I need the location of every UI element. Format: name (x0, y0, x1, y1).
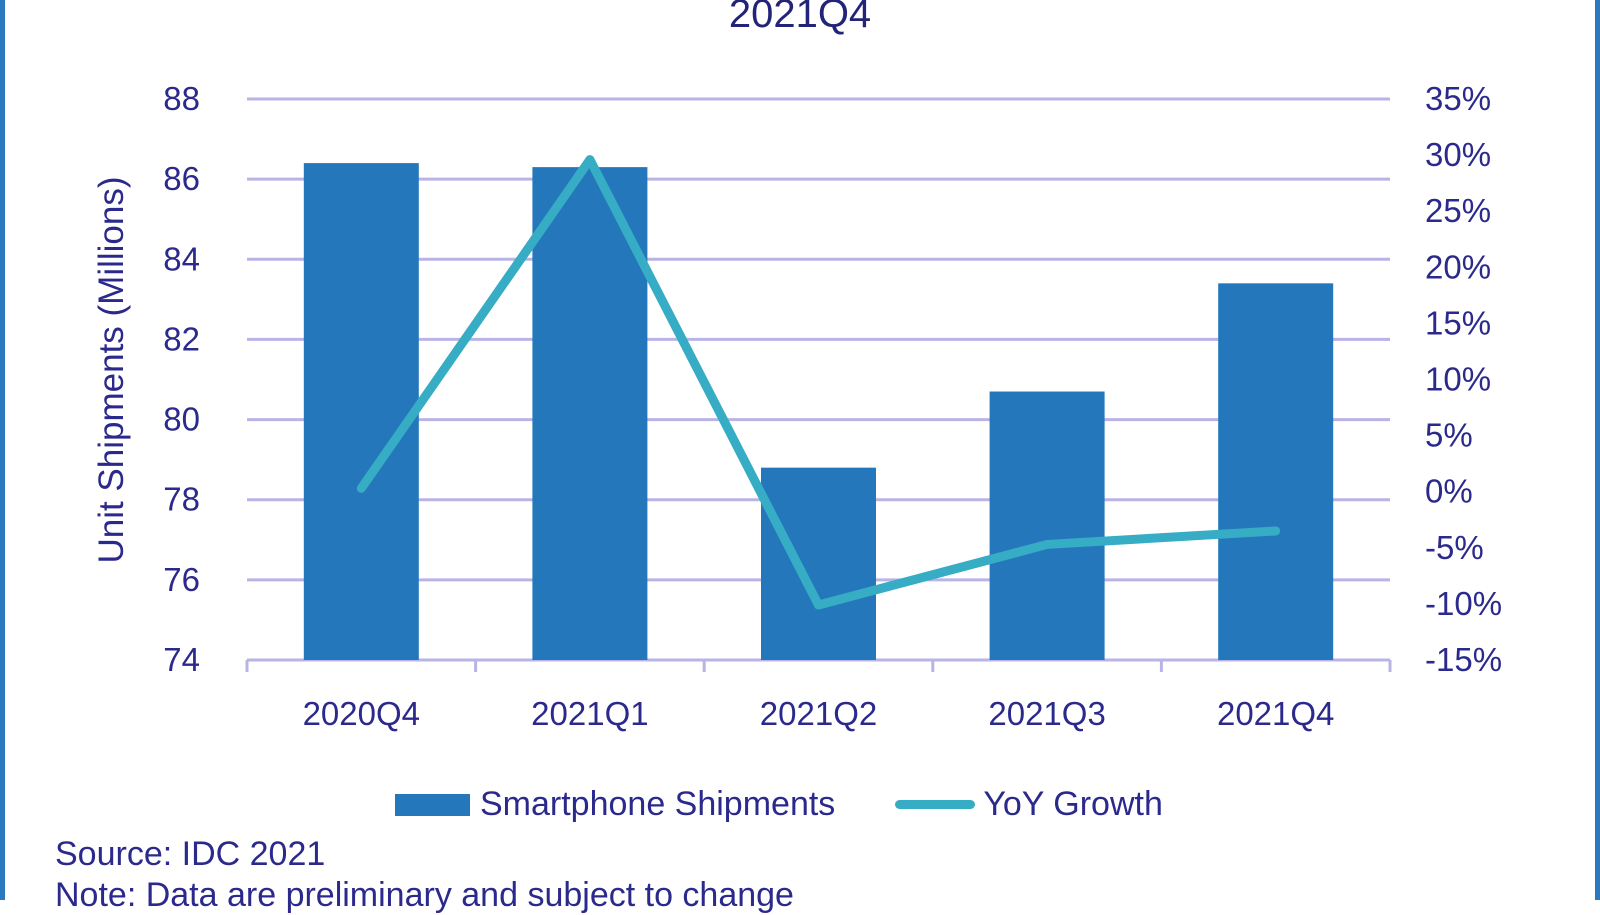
y2-tick-label: -5% (1425, 529, 1484, 566)
legend-line-swatch (895, 800, 975, 809)
legend-label-shipments: Smartphone Shipments (480, 785, 835, 824)
y-axis-label: Unit Shipments (Millions) (92, 176, 131, 563)
legend: Smartphone Shipments YoY Growth (395, 785, 1163, 824)
y2-tick-label: -15% (1425, 641, 1502, 678)
y2-tick-label: -10% (1425, 585, 1502, 622)
legend-label-yoy: YoY Growth (983, 785, 1163, 824)
bar-2021Q3 (990, 392, 1105, 660)
y-tick-label: 76 (163, 561, 200, 598)
bar-series (304, 163, 1333, 660)
x-axis-ticks: 2020Q4 2021Q1 2021Q2 2021Q3 2021Q4 (303, 695, 1335, 732)
y2-tick-label: 5% (1425, 417, 1473, 454)
bar-2021Q4 (1218, 283, 1333, 660)
y-tick-label: 80 (163, 401, 200, 438)
x-tick-label: 2020Q4 (303, 695, 420, 732)
left-axis-ticks: 74 76 78 80 82 84 86 88 (163, 80, 200, 678)
y-tick-label: 82 (163, 320, 200, 357)
y-tick-label: 84 (163, 240, 200, 277)
y2-tick-label: 10% (1425, 361, 1491, 398)
y-tick-label: 86 (163, 160, 200, 197)
bar-2021Q2 (761, 468, 876, 660)
source-text: Source: IDC 2021 (55, 835, 325, 874)
y2-tick-label: 0% (1425, 473, 1473, 510)
x-tick-label: 2021Q2 (760, 695, 877, 732)
right-axis-ticks: -15% -10% -5% 0% 5% 10% 15% 20% 25% 30% 35% (1425, 80, 1502, 678)
y-tick-label: 88 (163, 80, 200, 117)
x-tick-label: 2021Q3 (988, 695, 1105, 732)
y2-tick-label: 30% (1425, 136, 1491, 173)
x-tick-label: 2021Q1 (531, 695, 648, 732)
y2-tick-label: 35% (1425, 80, 1491, 117)
y2-tick-label: 25% (1425, 192, 1491, 229)
y-tick-label: 74 (163, 641, 200, 678)
x-tick-label: 2021Q4 (1217, 695, 1334, 732)
legend-bar-swatch (395, 794, 470, 816)
y2-tick-label: 15% (1425, 304, 1491, 341)
y2-tick-label: 20% (1425, 248, 1491, 285)
y-tick-label: 78 (163, 481, 200, 518)
note-text: Note: Data are preliminary and subject t… (55, 876, 794, 915)
bar-2020Q4 (304, 163, 419, 660)
